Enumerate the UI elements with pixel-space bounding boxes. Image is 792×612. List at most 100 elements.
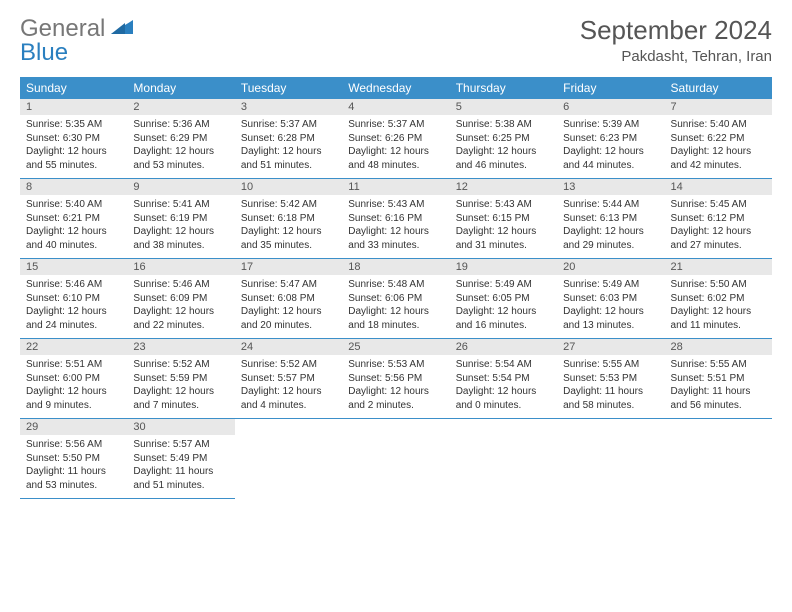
day-content: Sunrise: 5:35 AMSunset: 6:30 PMDaylight:… xyxy=(20,115,127,178)
calendar-day-cell: 23Sunrise: 5:52 AMSunset: 5:59 PMDayligh… xyxy=(127,339,234,419)
calendar-day-cell: 8Sunrise: 5:40 AMSunset: 6:21 PMDaylight… xyxy=(20,179,127,259)
day-number: 23 xyxy=(127,339,234,355)
calendar-day-cell: 27Sunrise: 5:55 AMSunset: 5:53 PMDayligh… xyxy=(557,339,664,419)
sunrise-text: Sunrise: 5:40 AM xyxy=(26,198,121,212)
calendar-empty-cell xyxy=(342,419,449,499)
day-number: 1 xyxy=(20,99,127,115)
calendar-day-cell: 21Sunrise: 5:50 AMSunset: 6:02 PMDayligh… xyxy=(665,259,772,339)
sunrise-text: Sunrise: 5:57 AM xyxy=(133,438,228,452)
weekday-header: Sunday xyxy=(20,77,127,99)
sunrise-text: Sunrise: 5:37 AM xyxy=(241,118,336,132)
calendar-day-cell: 28Sunrise: 5:55 AMSunset: 5:51 PMDayligh… xyxy=(665,339,772,419)
sunset-text: Sunset: 6:23 PM xyxy=(563,132,658,146)
calendar-day-cell: 3 Sunrise: 5:37 AMSunset: 6:28 PMDaylight… xyxy=(235,99,342,179)
sunset-text: Sunset: 6:28 PM xyxy=(241,132,336,146)
calendar-day-cell: 18Sunrise: 5:48 AMSunset: 6:06 PMDayligh… xyxy=(342,259,449,339)
sunrise-text: Sunrise: 5:42 AM xyxy=(241,198,336,212)
sunset-text: Sunset: 6:26 PM xyxy=(348,132,443,146)
day-content: Sunrise: 5:56 AMSunset: 5:50 PMDaylight:… xyxy=(20,435,127,498)
day-content: Sunrise: 5:49 AMSunset: 6:05 PMDaylight:… xyxy=(450,275,557,338)
sunset-text: Sunset: 6:10 PM xyxy=(26,292,121,306)
day-number: 24 xyxy=(235,339,342,355)
sunset-text: Sunset: 6:16 PM xyxy=(348,212,443,226)
day-content: Sunrise: 5:39 AMSunset: 6:23 PMDaylight:… xyxy=(557,115,664,178)
sunset-text: Sunset: 6:12 PM xyxy=(671,212,766,226)
daylight-text: Daylight: 12 hours and 2 minutes. xyxy=(348,385,443,412)
calendar-week-row: 8Sunrise: 5:40 AMSunset: 6:21 PMDaylight… xyxy=(20,179,772,259)
daylight-text: Daylight: 12 hours and 46 minutes. xyxy=(456,145,551,172)
calendar-day-cell: 30Sunrise: 5:57 AMSunset: 5:49 PMDayligh… xyxy=(127,419,234,499)
daylight-text: Daylight: 12 hours and 51 minutes. xyxy=(241,145,336,172)
logo-text-general: General xyxy=(20,15,105,42)
day-number: 30 xyxy=(127,419,234,435)
sunset-text: Sunset: 5:56 PM xyxy=(348,372,443,386)
daylight-text: Daylight: 12 hours and 44 minutes. xyxy=(563,145,658,172)
day-number: 16 xyxy=(127,259,234,275)
sunset-text: Sunset: 5:59 PM xyxy=(133,372,228,386)
day-number: 7 xyxy=(665,99,772,115)
calendar-week-row: 29Sunrise: 5:56 AMSunset: 5:50 PMDayligh… xyxy=(20,419,772,499)
day-content: Sunrise: 5:41 AMSunset: 6:19 PMDaylight:… xyxy=(127,195,234,258)
calendar-day-cell: 11Sunrise: 5:43 AMSunset: 6:16 PMDayligh… xyxy=(342,179,449,259)
calendar-week-row: 22Sunrise: 5:51 AMSunset: 6:00 PMDayligh… xyxy=(20,339,772,419)
day-number: 25 xyxy=(342,339,449,355)
sunset-text: Sunset: 6:02 PM xyxy=(671,292,766,306)
day-number: 22 xyxy=(20,339,127,355)
sunset-text: Sunset: 5:51 PM xyxy=(671,372,766,386)
daylight-text: Daylight: 11 hours and 58 minutes. xyxy=(563,385,658,412)
sunrise-text: Sunrise: 5:55 AM xyxy=(671,358,766,372)
calendar-empty-cell xyxy=(557,419,664,499)
weekday-header: Tuesday xyxy=(235,77,342,99)
weekday-header: Thursday xyxy=(450,77,557,99)
sunset-text: Sunset: 5:49 PM xyxy=(133,452,228,466)
daylight-text: Daylight: 12 hours and 27 minutes. xyxy=(671,225,766,252)
day-number: 21 xyxy=(665,259,772,275)
sunrise-text: Sunrise: 5:46 AM xyxy=(133,278,228,292)
calendar-day-cell: 19Sunrise: 5:49 AMSunset: 6:05 PMDayligh… xyxy=(450,259,557,339)
weekday-header: Monday xyxy=(127,77,234,99)
sunset-text: Sunset: 5:50 PM xyxy=(26,452,121,466)
sunrise-text: Sunrise: 5:55 AM xyxy=(563,358,658,372)
calendar-day-cell: 4Sunrise: 5:37 AMSunset: 6:26 PMDaylight… xyxy=(342,99,449,179)
sunset-text: Sunset: 6:03 PM xyxy=(563,292,658,306)
calendar-day-cell: 22Sunrise: 5:51 AMSunset: 6:00 PMDayligh… xyxy=(20,339,127,419)
day-number: 27 xyxy=(557,339,664,355)
daylight-text: Daylight: 12 hours and 16 minutes. xyxy=(456,305,551,332)
sunrise-text: Sunrise: 5:35 AM xyxy=(26,118,121,132)
day-content: Sunrise: 5:47 AMSunset: 6:08 PMDaylight:… xyxy=(235,275,342,338)
calendar-day-cell: 7Sunrise: 5:40 AMSunset: 6:22 PMDaylight… xyxy=(665,99,772,179)
calendar-day-cell: 20Sunrise: 5:49 AMSunset: 6:03 PMDayligh… xyxy=(557,259,664,339)
sunset-text: Sunset: 6:15 PM xyxy=(456,212,551,226)
daylight-text: Daylight: 12 hours and 13 minutes. xyxy=(563,305,658,332)
sunrise-text: Sunrise: 5:52 AM xyxy=(133,358,228,372)
day-content: Sunrise: 5:55 AMSunset: 5:53 PMDaylight:… xyxy=(557,355,664,418)
day-content: Sunrise: 5:36 AMSunset: 6:29 PMDaylight:… xyxy=(127,115,234,178)
sunset-text: Sunset: 5:53 PM xyxy=(563,372,658,386)
calendar-day-cell: 24Sunrise: 5:52 AMSunset: 5:57 PMDayligh… xyxy=(235,339,342,419)
header: GeneralBlue September 2024 Pakdasht, Teh… xyxy=(20,15,772,67)
sunset-text: Sunset: 6:25 PM xyxy=(456,132,551,146)
daylight-text: Daylight: 12 hours and 0 minutes. xyxy=(456,385,551,412)
daylight-text: Daylight: 12 hours and 48 minutes. xyxy=(348,145,443,172)
daylight-text: Daylight: 12 hours and 38 minutes. xyxy=(133,225,228,252)
sunrise-text: Sunrise: 5:45 AM xyxy=(671,198,766,212)
sunset-text: Sunset: 6:06 PM xyxy=(348,292,443,306)
daylight-text: Daylight: 12 hours and 35 minutes. xyxy=(241,225,336,252)
day-number: 8 xyxy=(20,179,127,195)
day-content: Sunrise: 5:57 AMSunset: 5:49 PMDaylight:… xyxy=(127,435,234,498)
sunset-text: Sunset: 6:09 PM xyxy=(133,292,228,306)
day-number: 26 xyxy=(450,339,557,355)
sunrise-text: Sunrise: 5:44 AM xyxy=(563,198,658,212)
day-number: 20 xyxy=(557,259,664,275)
day-content: Sunrise: 5:52 AMSunset: 5:57 PMDaylight:… xyxy=(235,355,342,418)
sunset-text: Sunset: 6:22 PM xyxy=(671,132,766,146)
day-number: 29 xyxy=(20,419,127,435)
day-number: 3 xyxy=(235,99,342,115)
sunrise-text: Sunrise: 5:39 AM xyxy=(563,118,658,132)
logo-text-blue: Blue xyxy=(20,39,135,67)
calendar-day-cell: 29Sunrise: 5:56 AMSunset: 5:50 PMDayligh… xyxy=(20,419,127,499)
calendar-day-cell: 9Sunrise: 5:41 AMSunset: 6:19 PMDaylight… xyxy=(127,179,234,259)
day-content: Sunrise: 5:52 AMSunset: 5:59 PMDaylight:… xyxy=(127,355,234,418)
calendar-day-cell: 1Sunrise: 5:35 AMSunset: 6:30 PMDaylight… xyxy=(20,99,127,179)
day-number: 28 xyxy=(665,339,772,355)
